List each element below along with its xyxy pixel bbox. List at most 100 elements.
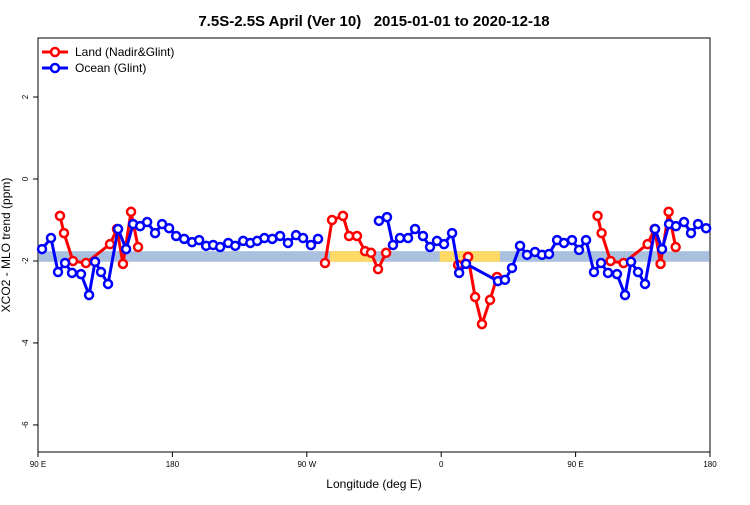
data-point [351, 230, 363, 242]
data-point [625, 256, 637, 268]
data-point [112, 223, 124, 235]
data-point [149, 227, 161, 239]
x-axis-label: Longitude (deg E) [326, 477, 421, 491]
x-tick-label: 90 E [30, 460, 46, 469]
legend-label: Ocean (Glint) [75, 61, 146, 75]
data-point [319, 257, 331, 269]
data-point [141, 216, 153, 228]
data-point [596, 227, 607, 239]
data-point [692, 218, 704, 230]
data-point [685, 227, 697, 239]
data-point [476, 318, 488, 330]
data-point [337, 210, 349, 222]
data-point [605, 255, 616, 267]
data-point [573, 244, 585, 256]
data-point [619, 289, 631, 301]
data-point [230, 240, 241, 252]
data-point [54, 210, 66, 222]
data-point [592, 210, 603, 222]
data-point [566, 234, 578, 246]
x-tick-label: 90 E [567, 460, 583, 469]
legend-label: Land (Nadir&Glint) [75, 45, 174, 59]
legend-marker [49, 46, 61, 58]
x-tick-label: 0 [439, 460, 444, 469]
data-point [95, 266, 107, 278]
band-highlight [329, 251, 376, 262]
data-point [438, 238, 450, 250]
data-point [499, 274, 511, 286]
data-point [380, 247, 392, 259]
data-point [670, 220, 682, 232]
data-point [595, 257, 607, 269]
data-point [588, 266, 600, 278]
data-point [611, 268, 623, 280]
data-point [484, 294, 496, 306]
data-point [670, 241, 681, 253]
plot-frame [37, 37, 711, 453]
data-point [632, 266, 644, 278]
data-point [132, 241, 144, 253]
data-point [36, 243, 48, 255]
data-point [83, 289, 95, 301]
chart-title: 7.5S-2.5S April (Ver 10) 2015-01-01 to 2… [198, 13, 549, 30]
data-point [649, 223, 661, 235]
data-point [506, 262, 518, 274]
data-point [274, 230, 286, 242]
data-point [543, 248, 555, 260]
data-point [700, 222, 712, 234]
data-point [52, 266, 64, 278]
data-point [453, 267, 465, 279]
x-tick-label: 180 [166, 460, 180, 469]
data-point [372, 263, 384, 275]
data-point [580, 234, 592, 246]
data-point [312, 233, 324, 245]
data-point [446, 227, 458, 239]
data-point [305, 239, 317, 251]
data-point [424, 241, 436, 253]
data-point [394, 232, 406, 244]
data-point [89, 256, 101, 268]
data-point [655, 258, 666, 270]
data-point [326, 214, 338, 226]
y-axis-label: XCO2 - MLO trend (ppm) [0, 178, 13, 313]
data-point [193, 234, 205, 246]
x-tick-label: 180 [703, 460, 717, 469]
data-point [402, 232, 414, 244]
data-point [75, 268, 87, 280]
data-point [678, 216, 690, 228]
data-point [639, 278, 651, 290]
data-point [117, 258, 129, 270]
data-point [514, 240, 526, 252]
data-point [297, 232, 309, 244]
data-point [460, 258, 472, 270]
data-point [170, 230, 182, 242]
y-tick-label: -2 [21, 257, 30, 265]
data-point [282, 237, 294, 249]
data-point [663, 206, 674, 218]
y-tick-label: -6 [21, 421, 30, 429]
data-point [602, 267, 614, 279]
data-point [59, 257, 71, 269]
data-point [80, 257, 92, 269]
data-point [102, 278, 114, 290]
data-point [469, 291, 481, 303]
data-point [120, 243, 132, 255]
data-point [104, 238, 116, 250]
data-point [387, 239, 399, 251]
legend-marker [49, 62, 61, 74]
y-tick-label: -4 [21, 339, 30, 347]
x-tick-label: 90 W [297, 460, 316, 469]
data-point [58, 227, 70, 239]
data-point [409, 223, 421, 235]
data-point [558, 237, 570, 249]
data-point [381, 211, 393, 223]
data-point [163, 222, 175, 234]
data-point [417, 230, 429, 242]
data-point [125, 206, 137, 218]
data-point [373, 215, 385, 227]
data-point [66, 267, 78, 279]
y-tick-label: 2 [21, 94, 30, 99]
data-point [656, 243, 668, 255]
data-point [214, 241, 226, 253]
